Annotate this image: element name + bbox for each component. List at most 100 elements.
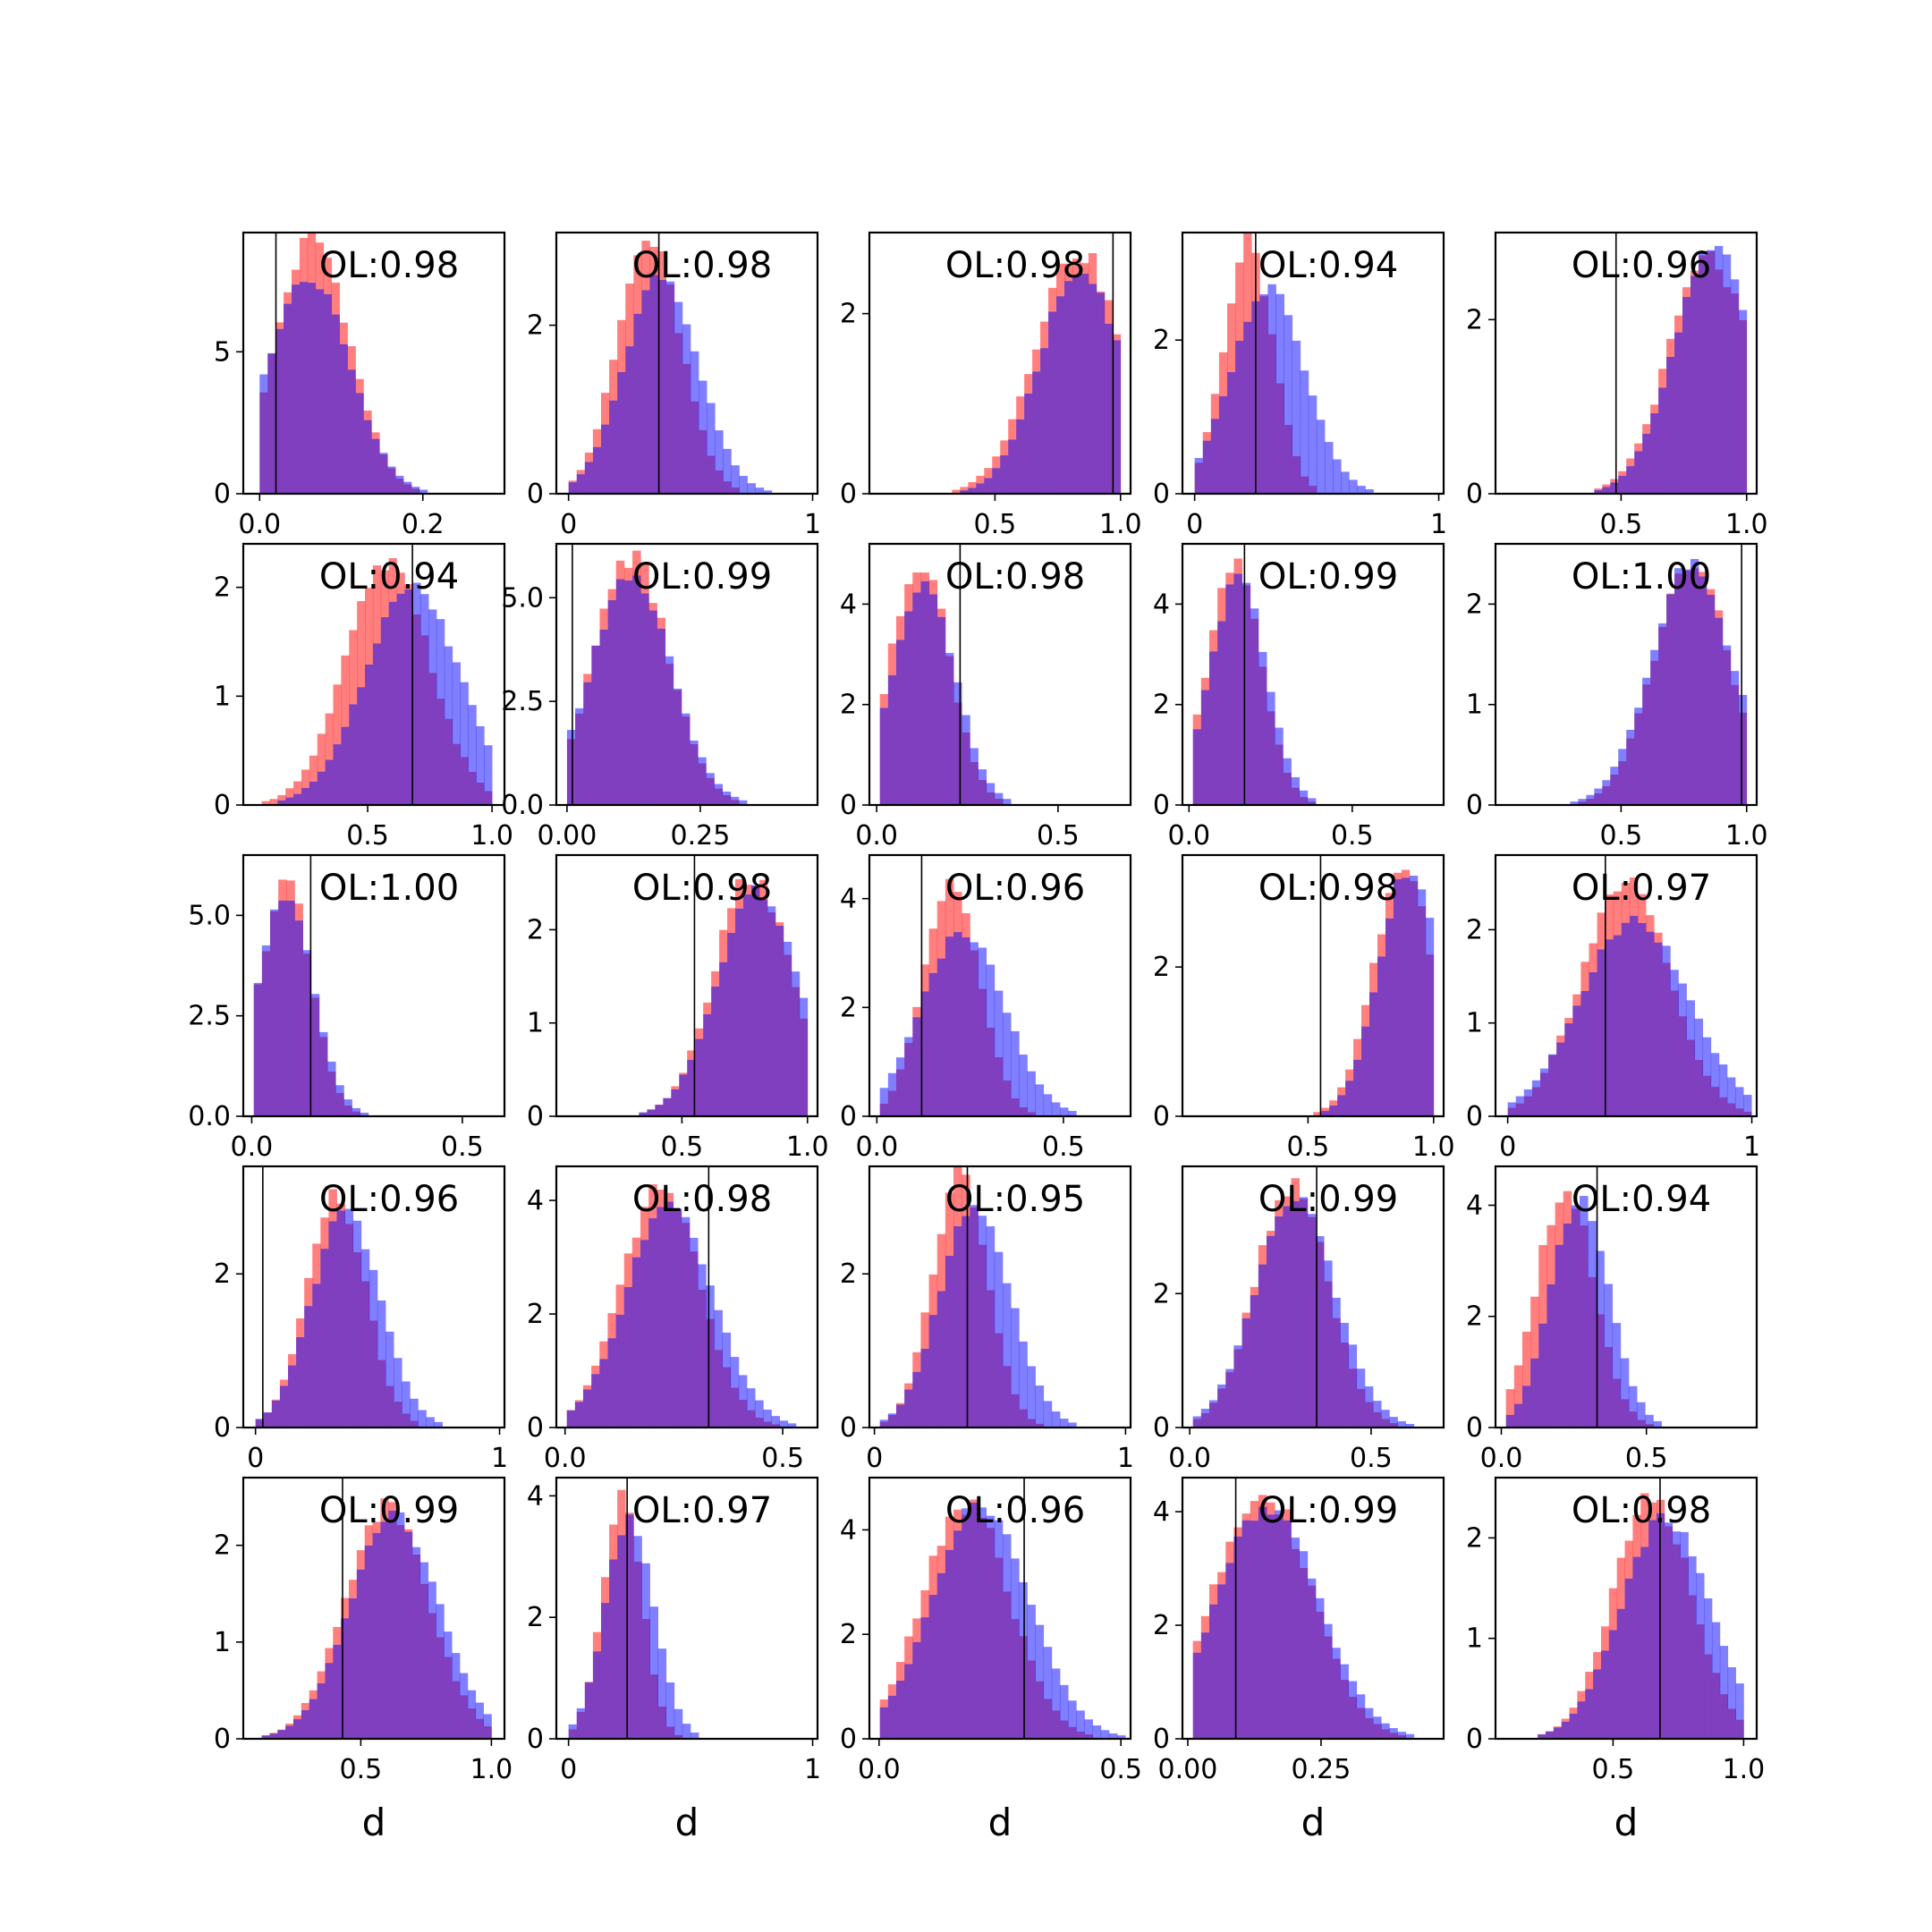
- red-bar: [679, 1072, 688, 1075]
- overlap-bar: [483, 1725, 492, 1739]
- overlap-bar: [968, 487, 977, 494]
- overlap-bar: [1202, 440, 1212, 494]
- red-bar: [1200, 1615, 1210, 1633]
- red-bar: [758, 879, 768, 900]
- red-bar: [304, 1277, 313, 1307]
- overlap-bar: [1626, 466, 1635, 494]
- overlap-bar: [698, 1289, 707, 1428]
- overlap-bar: [1210, 419, 1220, 494]
- blue-bar: [1580, 1196, 1589, 1225]
- overlap-bar: [1735, 1719, 1744, 1739]
- panel-plot-area: [255, 1166, 443, 1428]
- overlap-bar: [1283, 772, 1292, 805]
- blue-bar: [444, 1631, 453, 1657]
- blue-bar: [1539, 1068, 1549, 1073]
- blue-bar: [994, 1520, 1004, 1558]
- overlap-bar: [1706, 250, 1716, 494]
- overlap-bar: [339, 343, 348, 494]
- x-tick-label: 0: [866, 1443, 883, 1474]
- overlap-bar: [1714, 617, 1724, 805]
- red-bar: [1632, 1514, 1641, 1557]
- overlap-bar: [920, 1348, 929, 1428]
- blue-bar: [1341, 471, 1350, 494]
- blue-bar: [1299, 1197, 1309, 1199]
- red-bar: [1634, 443, 1643, 452]
- blue-bar: [1628, 1385, 1638, 1412]
- red-bar: [1369, 962, 1378, 993]
- blue-bar: [1059, 1107, 1069, 1116]
- overlap-bar: [1620, 1399, 1630, 1428]
- panel-4-3: 0 2 4 0.00 0.25 OL:0.99 d: [1153, 1476, 1445, 1844]
- x-tick-label: 0.0: [1168, 1443, 1211, 1474]
- overlap-bar: [1621, 922, 1631, 1116]
- overlap-bar: [419, 1583, 428, 1739]
- overlap-bar: [1080, 274, 1089, 494]
- red-bar: [1225, 572, 1234, 585]
- panel-plot-area: [879, 544, 1012, 805]
- overlap-bar: [687, 1059, 696, 1116]
- red-bar: [904, 1383, 913, 1390]
- overlap-bar: [1586, 798, 1595, 805]
- overlap-bar: [1698, 255, 1707, 494]
- blue-bar: [722, 1332, 732, 1368]
- red-bar: [945, 1516, 954, 1550]
- x-tick-label: 0: [1499, 1131, 1516, 1163]
- overlap-bar: [674, 1734, 683, 1739]
- blue-bar: [411, 1546, 421, 1555]
- overlap-bar: [285, 1725, 294, 1739]
- y-tick-label: 0: [1466, 479, 1483, 510]
- blue-bar: [402, 481, 412, 485]
- overlap-bar: [323, 293, 333, 494]
- red-bar: [649, 246, 658, 275]
- blue-bar: [395, 475, 404, 479]
- red-bar: [615, 560, 625, 580]
- blue-bar: [352, 1107, 361, 1112]
- y-tick-label: 0.0: [188, 1101, 231, 1132]
- blue-bar: [410, 1398, 419, 1421]
- overlap-bar: [1580, 990, 1589, 1116]
- x-tick-label: 0.5: [1600, 820, 1643, 852]
- overlap-bar: [1377, 956, 1386, 1116]
- blue-bar: [945, 653, 954, 657]
- blue-bar: [1653, 1420, 1662, 1428]
- blue-bar: [1571, 1205, 1580, 1209]
- blue-bar: [1523, 1089, 1533, 1097]
- overlap-bar: [1624, 1578, 1633, 1739]
- red-bar: [275, 322, 284, 329]
- overlap-label: OL:0.98: [1572, 1490, 1711, 1531]
- overlap-bar: [1734, 1108, 1744, 1116]
- red-bar: [1642, 424, 1651, 434]
- overlap-bar: [1612, 1378, 1622, 1428]
- blue-bar: [452, 662, 461, 744]
- panel-plot-area: [1192, 1478, 1415, 1739]
- red-bar: [953, 892, 962, 933]
- red-bar: [1112, 334, 1122, 341]
- panel-1-2: 0 2 4 0.0 0.5 OL:0.98: [840, 542, 1132, 852]
- panel-frame: [555, 1165, 819, 1429]
- overlap-bar: [755, 1417, 764, 1428]
- red-bar: [600, 1577, 610, 1604]
- overlap-bar: [1324, 1281, 1333, 1428]
- overlap-bar: [879, 1103, 889, 1116]
- blue-bar: [1108, 1733, 1118, 1739]
- red-bar: [317, 1671, 326, 1683]
- red-bar: [1505, 1389, 1515, 1415]
- overlap-label: OL:0.97: [1572, 868, 1711, 909]
- panel-0-1: 0 2 0 1 OL:0.98: [527, 231, 821, 540]
- red-bar: [1385, 893, 1394, 919]
- overlap-bar: [320, 1249, 329, 1428]
- overlap-bar: [783, 954, 792, 1116]
- overlap-bar: [763, 1421, 772, 1428]
- x-tick-label: 1: [1743, 1131, 1760, 1163]
- overlap-bar: [1284, 424, 1293, 494]
- overlap-bar: [1356, 1707, 1366, 1739]
- overlap-label: OL:0.99: [1258, 556, 1398, 597]
- red-bar: [617, 1489, 626, 1536]
- blue-bar: [253, 982, 263, 985]
- blue-bar: [1027, 1605, 1036, 1661]
- red-bar: [912, 1352, 921, 1372]
- overlap-bar: [284, 303, 292, 494]
- overlap-bar: [649, 1674, 658, 1739]
- blue-bar: [791, 971, 801, 987]
